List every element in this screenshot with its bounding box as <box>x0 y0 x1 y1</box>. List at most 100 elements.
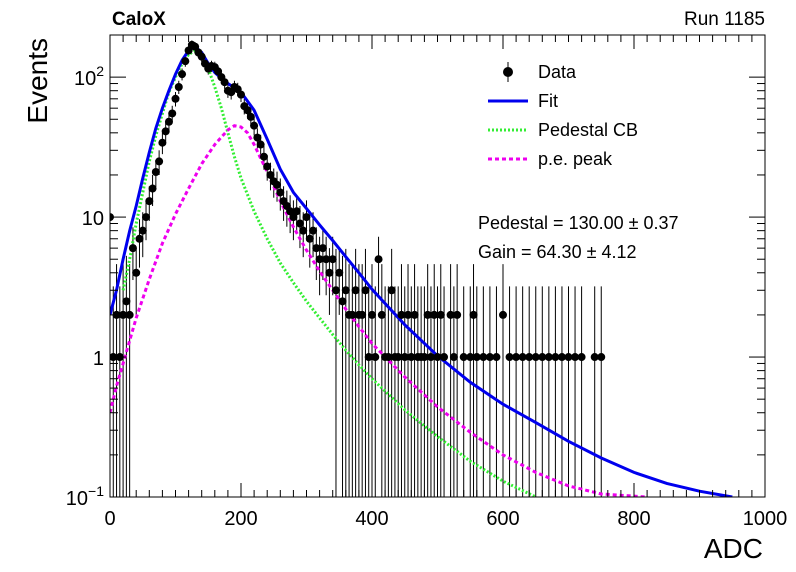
y-tick-label: 10 <box>82 208 104 230</box>
data-point <box>374 255 383 264</box>
data-point <box>128 244 137 253</box>
legend-label: Fit <box>538 91 558 111</box>
data-point <box>544 353 553 362</box>
data-point <box>292 207 301 216</box>
data-point <box>168 109 177 118</box>
data-point <box>289 213 298 222</box>
data-point <box>368 310 376 319</box>
data-point <box>135 234 144 243</box>
data-point <box>299 226 308 235</box>
data-point <box>564 353 573 362</box>
data-point <box>430 310 439 319</box>
data-point <box>557 353 566 362</box>
x-axis-title: ADC <box>704 533 763 564</box>
data-point <box>571 353 580 362</box>
experiment-label: CaloX <box>112 9 166 30</box>
curve-pedestal-cb <box>121 48 537 497</box>
data-point <box>499 310 507 319</box>
data-point <box>597 353 606 362</box>
data-point <box>250 121 259 130</box>
legend-label: Pedestal CB <box>538 120 638 140</box>
data-point <box>273 180 282 189</box>
data-point <box>191 42 200 51</box>
data-point <box>328 255 337 264</box>
data-point <box>174 83 183 92</box>
legend-label: Data <box>538 62 577 82</box>
data-point <box>459 353 468 362</box>
x-tick-label: 400 <box>355 508 388 530</box>
curve-fit <box>110 44 733 497</box>
data-point <box>433 353 442 362</box>
data-point <box>214 67 223 76</box>
data-point <box>305 234 314 243</box>
data-point <box>309 226 318 235</box>
data-point <box>436 310 445 319</box>
data-point <box>466 353 475 362</box>
x-tick-label: 0 <box>104 508 115 530</box>
data-point <box>286 207 295 216</box>
data-point <box>151 167 160 176</box>
data-point <box>440 353 449 362</box>
data-point <box>485 353 494 362</box>
data-point <box>295 219 304 228</box>
y-tick-label: 1 <box>93 348 104 370</box>
x-tick-label: 1000 <box>743 508 788 530</box>
data-point <box>377 310 386 319</box>
data-point <box>161 127 170 136</box>
data-point <box>164 117 173 126</box>
data-point <box>119 310 128 319</box>
data-point <box>525 353 534 362</box>
data-point <box>492 353 501 362</box>
data-point <box>220 78 229 87</box>
x-axis-ticks: 0 200 400 600 800 1000 <box>104 35 787 530</box>
x-tick-label: 600 <box>486 508 519 530</box>
data-point <box>341 286 350 295</box>
data-point <box>426 353 435 362</box>
data-point <box>446 310 455 319</box>
data-point <box>394 353 403 362</box>
legend-label: p.e. peak <box>538 149 613 169</box>
data-point <box>145 197 154 206</box>
data-point <box>469 310 478 319</box>
data-point <box>243 106 252 115</box>
data-point <box>322 255 331 264</box>
data-point <box>351 286 360 295</box>
data-point <box>331 286 340 295</box>
data-point <box>266 170 275 179</box>
data-point <box>138 226 147 235</box>
data-point <box>318 244 327 253</box>
data-point <box>577 353 586 362</box>
data-point <box>410 310 419 319</box>
data-point <box>404 310 413 319</box>
legend-marker <box>503 67 513 77</box>
data-point <box>479 353 488 362</box>
data-point <box>538 353 547 362</box>
data-point <box>371 353 380 362</box>
data-point <box>181 57 190 66</box>
data-point <box>197 52 206 61</box>
data-point <box>551 353 560 362</box>
data-point <box>387 286 396 295</box>
fit-stat-line: Pedestal = 130.00 ± 0.37 <box>478 213 679 233</box>
data-point <box>407 353 416 362</box>
data-point <box>178 70 187 79</box>
data-point <box>449 353 458 362</box>
data-point <box>315 255 324 264</box>
data-point <box>518 353 527 362</box>
data-point <box>361 286 370 295</box>
data-point <box>237 90 245 99</box>
legend: Data Fit Pedestal CB p.e. peak <box>488 62 638 169</box>
x-tick-label: 200 <box>224 508 257 530</box>
data-point <box>259 152 268 161</box>
data-point <box>148 184 157 193</box>
data-point <box>420 353 429 362</box>
data-point <box>384 353 393 362</box>
data-point <box>472 353 481 362</box>
data-point <box>246 112 255 121</box>
y-tick-label: 10−1 <box>66 483 104 510</box>
x-tick-label: 800 <box>617 508 650 530</box>
data-point <box>512 353 521 362</box>
data-point <box>171 94 180 103</box>
data-point <box>158 138 167 147</box>
